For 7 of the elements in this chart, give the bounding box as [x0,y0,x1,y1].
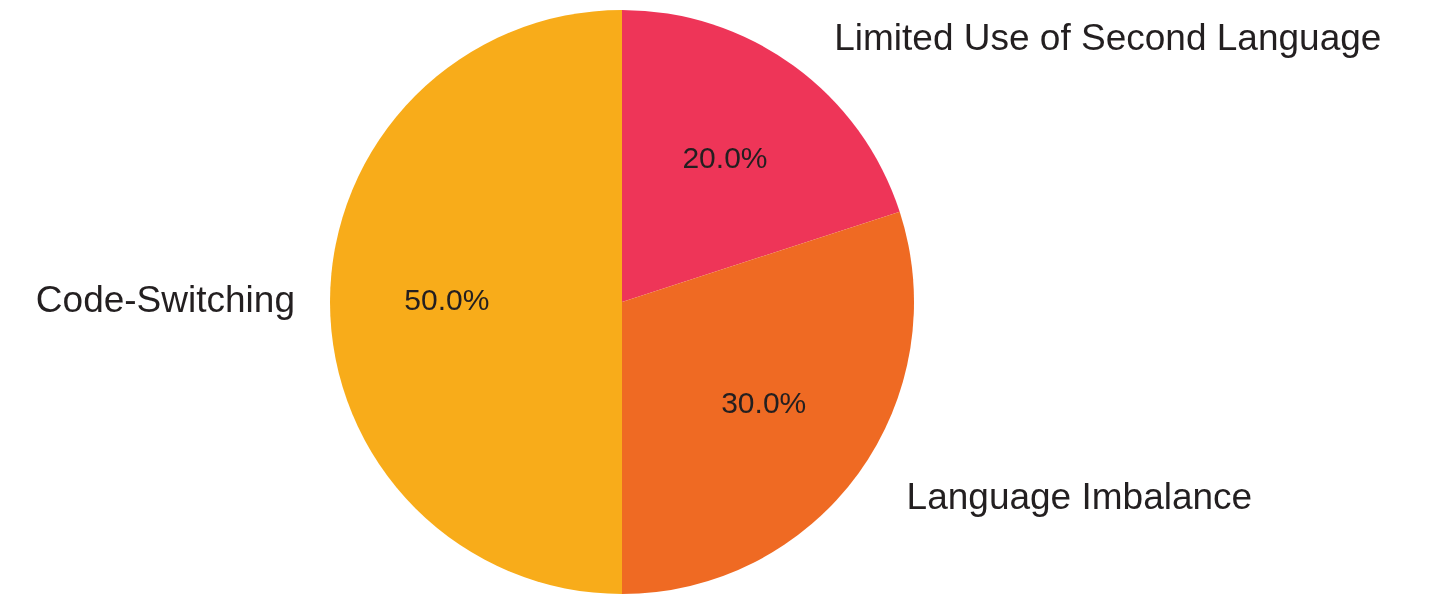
slice-label: Language Imbalance [906,475,1253,517]
slice-label: Code-Switching [35,278,295,320]
data-label: 50.0% [404,282,490,316]
pie-slice [330,10,622,594]
slice-label: Limited Use of Second Language [834,16,1382,58]
data-label: 30.0% [721,385,807,419]
data-label: 20.0% [682,141,768,175]
